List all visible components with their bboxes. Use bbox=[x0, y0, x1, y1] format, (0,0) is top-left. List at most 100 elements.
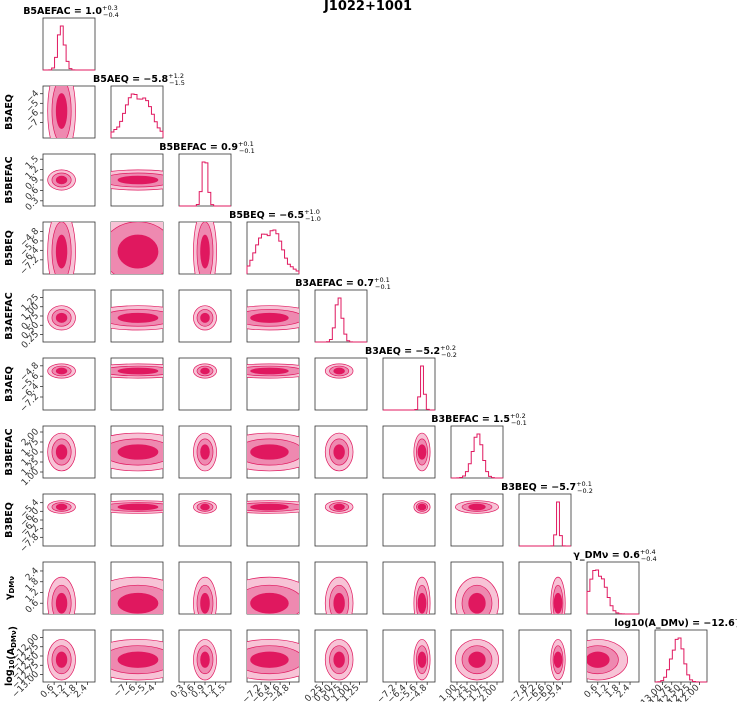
contour-3 bbox=[55, 503, 68, 511]
panel-3-0 bbox=[42, 221, 96, 275]
contour-3 bbox=[117, 312, 159, 323]
panel-9-0 bbox=[42, 629, 96, 683]
panel-5-0 bbox=[42, 357, 96, 411]
contour-3 bbox=[333, 592, 345, 614]
histogram-step bbox=[246, 229, 300, 274]
histogram-step bbox=[110, 93, 164, 138]
contour-3 bbox=[117, 175, 159, 185]
contour-3 bbox=[468, 503, 486, 511]
panel-3-2 bbox=[178, 221, 232, 275]
contour-3 bbox=[200, 312, 210, 323]
panel-7-6 bbox=[450, 493, 504, 547]
contour-3 bbox=[250, 312, 289, 323]
contour-3 bbox=[250, 367, 289, 375]
panel-2-1 bbox=[110, 153, 164, 207]
contour-3 bbox=[417, 503, 427, 511]
histogram-step bbox=[586, 569, 639, 615]
y-tick-label: 1.5 bbox=[24, 154, 41, 171]
contour-3 bbox=[553, 592, 563, 614]
panel-8-1 bbox=[110, 561, 164, 615]
x-tick-label: −4 bbox=[141, 683, 158, 700]
contour-3 bbox=[250, 444, 289, 460]
panel-4-3 bbox=[246, 289, 300, 343]
panel-9-4 bbox=[314, 629, 368, 683]
y-axis-label: B3AEFAC bbox=[4, 292, 15, 339]
histogram-step bbox=[519, 501, 571, 547]
panel-frame bbox=[382, 357, 436, 411]
param-stat-title: B3BEFAC = 1.5+0.2 −0.1 bbox=[431, 412, 527, 427]
param-stat-title: B5AEQ = −5.8+1.2 −1.5 bbox=[93, 72, 185, 87]
x-tick-label: 2.4 bbox=[72, 683, 89, 700]
y-axis-label: B5BEFAC bbox=[4, 156, 15, 203]
histogram-step bbox=[315, 297, 367, 343]
y-axis-label: log10(ADMν) bbox=[4, 626, 19, 686]
panel-8-2 bbox=[178, 561, 232, 615]
contour-3 bbox=[333, 503, 345, 511]
y-tick-label: 2.4 bbox=[24, 566, 41, 583]
panel-6-6 bbox=[450, 425, 504, 479]
contour-3 bbox=[468, 592, 486, 614]
param-stat-title: B5AEFAC = 1.0+0.3 −0.4 bbox=[23, 4, 119, 19]
panel-6-0 bbox=[42, 425, 96, 479]
histogram-step bbox=[179, 161, 231, 207]
param-stat-title: log10(A_DMν) = −12.6+0.2−0.1 bbox=[614, 616, 737, 631]
panel-5-5 bbox=[382, 357, 436, 411]
panel-4-2 bbox=[178, 289, 232, 343]
panel-9-7 bbox=[518, 629, 572, 683]
panel-frame bbox=[518, 493, 572, 547]
contour-3 bbox=[117, 651, 159, 668]
contour-3 bbox=[117, 503, 159, 511]
contour-3 bbox=[117, 367, 159, 375]
panel-1-0 bbox=[42, 85, 96, 139]
contour-3 bbox=[553, 651, 563, 668]
panel-9-6 bbox=[450, 629, 504, 683]
param-stat-title: B3BEQ = −5.7+0.1 −0.2 bbox=[501, 480, 593, 495]
panel-7-5 bbox=[382, 493, 436, 547]
contour-3 bbox=[250, 651, 289, 668]
contour-3 bbox=[200, 234, 210, 269]
contour-3 bbox=[55, 651, 68, 668]
param-stat-title: B5BEQ = −6.5+1.0 −1.0 bbox=[229, 208, 321, 223]
contour-3 bbox=[55, 444, 68, 460]
contour-3 bbox=[200, 444, 210, 460]
panel-1-1 bbox=[110, 85, 164, 139]
panel-8-6 bbox=[450, 561, 504, 615]
panel-frame bbox=[314, 493, 368, 547]
panel-9-3 bbox=[246, 629, 300, 683]
panel-3-1 bbox=[110, 221, 164, 275]
panel-6-2 bbox=[178, 425, 232, 479]
panel-8-5 bbox=[382, 561, 436, 615]
panel-4-0 bbox=[42, 289, 96, 343]
panel-7-3 bbox=[246, 493, 300, 547]
contour-3 bbox=[200, 592, 210, 614]
param-stat-title: B3AEQ = −5.2+0.2 −0.2 bbox=[365, 344, 457, 359]
contour-3 bbox=[417, 592, 427, 614]
y-tick-label: −4 bbox=[25, 89, 42, 106]
panel-3-3 bbox=[246, 221, 300, 275]
contour-3 bbox=[468, 651, 486, 668]
contour-3 bbox=[55, 175, 68, 185]
panel-8-4 bbox=[314, 561, 368, 615]
panel-4-1 bbox=[110, 289, 164, 343]
contour-3 bbox=[200, 651, 210, 668]
contour-3 bbox=[417, 444, 427, 460]
histogram-step bbox=[654, 637, 707, 683]
panel-6-4 bbox=[314, 425, 368, 479]
param-stat-title: B3AEFAC = 0.7+0.1 −0.1 bbox=[295, 276, 391, 291]
panel-2-2 bbox=[178, 153, 232, 207]
panel-9-8 bbox=[586, 629, 640, 683]
panel-9-2 bbox=[178, 629, 232, 683]
x-tick-label: 2.4 bbox=[615, 683, 632, 700]
contour-3 bbox=[200, 503, 210, 511]
panel-6-3 bbox=[246, 425, 300, 479]
panel-2-0 bbox=[42, 153, 96, 207]
panel-frame bbox=[110, 85, 164, 139]
y-axis-label: B3AEQ bbox=[4, 366, 15, 402]
panel-8-8 bbox=[586, 561, 640, 615]
contour-3 bbox=[333, 367, 345, 375]
y-axis-label: B3BEFAC bbox=[4, 428, 15, 475]
y-axis-label: B3BEQ bbox=[4, 502, 15, 538]
panel-7-4 bbox=[314, 493, 368, 547]
panel-7-1 bbox=[110, 493, 164, 547]
panel-9-5 bbox=[382, 629, 436, 683]
